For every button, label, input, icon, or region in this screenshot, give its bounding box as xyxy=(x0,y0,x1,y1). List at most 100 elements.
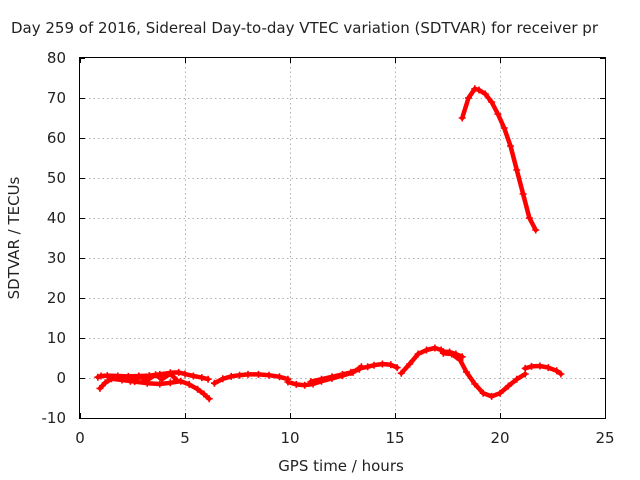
data-point xyxy=(431,344,439,352)
y-tick-label: 0 xyxy=(56,369,66,387)
series-arc-2-line xyxy=(97,376,212,402)
data-point xyxy=(185,380,193,388)
x-axis-label: GPS time / hours xyxy=(278,457,404,475)
data-point xyxy=(488,392,496,400)
data-point xyxy=(194,385,202,393)
data-point xyxy=(108,375,115,383)
data-point xyxy=(521,364,529,372)
data-point xyxy=(471,85,479,93)
data-point xyxy=(423,346,430,354)
data-point xyxy=(135,373,143,381)
data-point xyxy=(265,371,273,379)
chart-title: Day 259 of 2016, Sidereal Day-to-day VTE… xyxy=(11,19,599,37)
data-point xyxy=(219,375,227,383)
data-point xyxy=(525,214,533,222)
y-tick-label: 10 xyxy=(47,329,66,347)
data-point xyxy=(378,360,386,368)
x-tick-label: 20 xyxy=(490,429,509,447)
data-point xyxy=(205,395,213,403)
data-point xyxy=(387,361,395,369)
data-point xyxy=(204,375,212,383)
y-tick-label: 50 xyxy=(47,169,66,187)
data-point xyxy=(496,389,504,397)
data-point xyxy=(458,353,466,361)
data-point xyxy=(126,377,134,385)
data-point xyxy=(101,379,109,387)
data-point xyxy=(284,378,292,386)
y-tick-label: 40 xyxy=(47,209,66,227)
data-point xyxy=(175,368,183,376)
data-point xyxy=(528,362,535,370)
series-arc-12-line xyxy=(459,86,538,233)
data-point xyxy=(166,379,174,387)
data-point xyxy=(210,379,218,387)
data-point xyxy=(347,368,355,376)
data-point xyxy=(557,370,565,378)
y-tick-label: 20 xyxy=(47,289,66,307)
data-point xyxy=(244,370,252,378)
y-tick-label: 60 xyxy=(47,129,66,147)
data-point xyxy=(318,375,325,383)
data-point xyxy=(143,376,151,384)
data-point xyxy=(439,348,447,356)
series-arc-8-line xyxy=(399,345,444,376)
data-point xyxy=(255,370,262,378)
data-point xyxy=(97,372,105,380)
data-point xyxy=(481,90,489,98)
y-tick-label: 30 xyxy=(47,249,66,267)
data-point xyxy=(189,372,197,380)
data-point xyxy=(513,166,521,174)
data-point xyxy=(96,384,104,392)
data-point xyxy=(414,350,422,358)
data-point xyxy=(406,360,414,368)
data-point xyxy=(227,372,235,380)
data-point xyxy=(94,373,102,381)
data-point xyxy=(507,142,514,150)
series-arc-9-line xyxy=(441,350,528,399)
data-point xyxy=(370,361,378,369)
series-layer xyxy=(94,85,565,403)
data-point xyxy=(504,382,512,390)
x-tick-label: 5 xyxy=(180,429,190,447)
x-tick-label: 15 xyxy=(385,429,404,447)
plot-frame xyxy=(79,57,606,419)
x-tick-label: 0 xyxy=(75,429,85,447)
data-point xyxy=(198,374,206,382)
data-point xyxy=(276,373,283,381)
data-point xyxy=(544,364,552,372)
data-point xyxy=(236,371,244,379)
grid xyxy=(80,58,605,418)
data-point xyxy=(553,367,561,375)
data-point xyxy=(479,389,487,397)
data-point xyxy=(328,373,336,381)
data-point xyxy=(166,370,174,378)
data-point xyxy=(452,350,460,358)
data-point xyxy=(532,226,540,234)
data-point xyxy=(118,376,126,384)
data-point xyxy=(339,370,346,378)
data-point xyxy=(397,369,405,377)
data-point xyxy=(494,110,502,118)
data-point xyxy=(301,381,309,389)
data-point xyxy=(475,86,483,94)
data-point xyxy=(536,362,544,370)
data-point xyxy=(152,371,160,379)
data-point xyxy=(500,124,508,132)
data-point xyxy=(200,390,208,398)
data-point xyxy=(307,378,315,386)
data-point xyxy=(458,114,466,122)
y-tick-label: -10 xyxy=(42,409,67,427)
data-point xyxy=(393,364,401,372)
data-point xyxy=(462,368,470,376)
data-point xyxy=(181,370,189,378)
data-point xyxy=(465,94,472,102)
data-point xyxy=(471,380,479,388)
data-point xyxy=(103,372,111,380)
data-point xyxy=(488,98,496,106)
x-tick-label: 25 xyxy=(595,429,614,447)
data-point xyxy=(173,376,181,384)
y-tick-label: 80 xyxy=(47,49,66,67)
data-point xyxy=(292,380,300,388)
data-point xyxy=(156,380,164,388)
